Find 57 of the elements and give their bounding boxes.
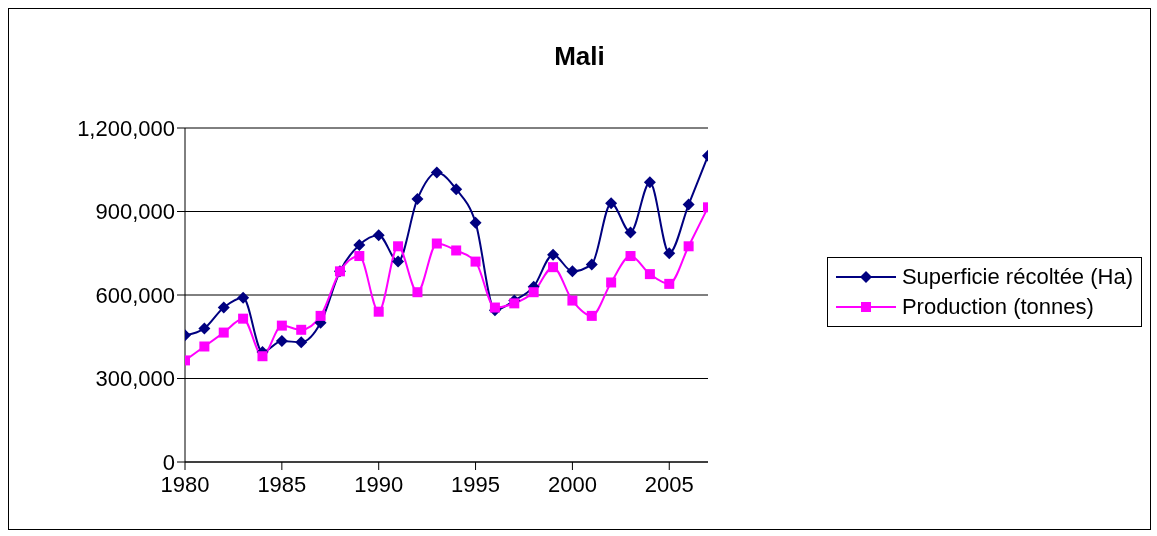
point [489, 302, 500, 313]
point [643, 176, 656, 189]
legend-label: Production (tonnes) [901, 293, 1094, 321]
point [373, 306, 384, 317]
point [528, 287, 539, 298]
point [605, 197, 618, 210]
point [238, 313, 249, 324]
x-tick-label: 1990 [354, 471, 404, 497]
point [585, 258, 598, 271]
point [276, 320, 287, 331]
point [218, 327, 229, 338]
point [469, 216, 482, 229]
point [644, 269, 655, 280]
point [237, 291, 250, 304]
point [450, 183, 463, 196]
x-tick-label: 1985 [257, 471, 307, 497]
point [275, 334, 288, 347]
point [683, 241, 694, 252]
point [625, 251, 636, 262]
point [606, 277, 617, 288]
point [412, 287, 423, 298]
point [470, 256, 481, 267]
point [392, 255, 405, 268]
point [547, 248, 560, 261]
point [296, 324, 307, 335]
point [548, 262, 559, 273]
point [663, 247, 676, 260]
point [664, 278, 675, 289]
point [566, 265, 579, 278]
point [682, 198, 695, 211]
point [295, 336, 308, 349]
y-tick-label: 300,000 [95, 366, 175, 392]
y-tick-label: 600,000 [95, 282, 175, 308]
point [257, 351, 268, 362]
point [431, 238, 442, 249]
point [567, 295, 578, 306]
point [353, 238, 366, 251]
x-tick-label: 1995 [451, 471, 501, 497]
point [624, 226, 637, 239]
point [411, 192, 424, 205]
point [198, 322, 211, 335]
y-tick-label: 900,000 [95, 199, 175, 225]
point [451, 245, 462, 256]
point [509, 298, 520, 309]
y-tick-label: 1,200,000 [77, 115, 175, 141]
x-tick-label: 2005 [644, 471, 694, 497]
point [372, 229, 385, 242]
point [354, 251, 365, 262]
point [199, 341, 210, 352]
point [315, 310, 326, 321]
point [430, 166, 443, 179]
point [217, 301, 230, 314]
point [393, 241, 404, 252]
x-tick-label: 2000 [547, 471, 597, 497]
chart-title: Mali [553, 41, 606, 72]
legend-label: Superficie récoltée (Ha) [901, 263, 1133, 291]
point [586, 310, 597, 321]
